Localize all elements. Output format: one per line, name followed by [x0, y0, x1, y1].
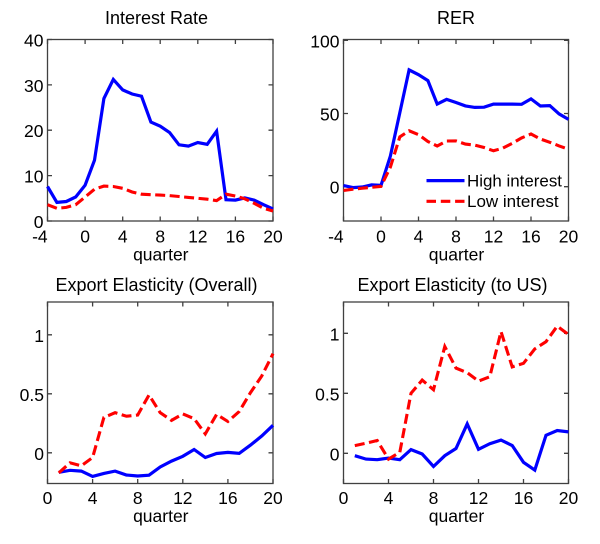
svg-text:0: 0	[34, 444, 44, 464]
svg-text:40: 40	[24, 31, 44, 51]
svg-text:0: 0	[80, 227, 90, 247]
svg-text:20: 20	[24, 121, 44, 141]
svg-text:quarter: quarter	[429, 244, 485, 264]
svg-text:quarter: quarter	[133, 506, 189, 526]
svg-text:30: 30	[24, 76, 44, 96]
svg-text:0.5: 0.5	[20, 385, 44, 405]
svg-text:0: 0	[376, 227, 386, 247]
svg-text:Interest Rate: Interest Rate	[105, 8, 208, 28]
svg-text:8: 8	[451, 227, 461, 247]
svg-text:Export Elasticity (Overall): Export Elasticity (Overall)	[55, 275, 257, 295]
svg-text:1: 1	[34, 326, 44, 346]
svg-text:20: 20	[559, 227, 579, 247]
svg-text:4: 4	[384, 488, 394, 508]
svg-text:12: 12	[469, 488, 488, 508]
svg-text:16: 16	[218, 488, 237, 508]
svg-text:12: 12	[173, 488, 192, 508]
svg-text:RER: RER	[437, 8, 475, 28]
svg-text:0: 0	[43, 488, 53, 508]
svg-text:4: 4	[118, 227, 128, 247]
svg-text:High interest: High interest	[467, 172, 562, 191]
svg-text:4: 4	[88, 488, 98, 508]
svg-text:16: 16	[226, 227, 245, 247]
svg-text:8: 8	[429, 488, 439, 508]
svg-text:12: 12	[188, 227, 207, 247]
svg-text:1: 1	[330, 324, 340, 344]
svg-text:0: 0	[330, 178, 340, 198]
svg-text:Low interest: Low interest	[467, 192, 559, 211]
svg-text:Export Elasticity (to US): Export Elasticity (to US)	[357, 275, 547, 295]
svg-text:0: 0	[339, 488, 349, 508]
svg-text:4: 4	[414, 227, 424, 247]
svg-text:10: 10	[24, 167, 44, 187]
svg-text:100: 100	[310, 31, 339, 51]
svg-text:16: 16	[514, 488, 533, 508]
svg-text:8: 8	[133, 488, 143, 508]
svg-text:50: 50	[320, 105, 340, 125]
svg-text:-4: -4	[328, 227, 344, 247]
svg-text:quarter: quarter	[429, 506, 485, 526]
svg-text:20: 20	[559, 488, 579, 508]
svg-text:20: 20	[263, 227, 283, 247]
svg-text:8: 8	[155, 227, 165, 247]
svg-text:16: 16	[521, 227, 540, 247]
svg-text:0.5: 0.5	[315, 384, 339, 404]
svg-text:0: 0	[330, 444, 340, 464]
svg-text:quarter: quarter	[133, 244, 189, 264]
svg-text:-4: -4	[32, 227, 48, 247]
svg-text:20: 20	[263, 488, 283, 508]
svg-text:0: 0	[34, 212, 44, 232]
svg-text:12: 12	[484, 227, 503, 247]
